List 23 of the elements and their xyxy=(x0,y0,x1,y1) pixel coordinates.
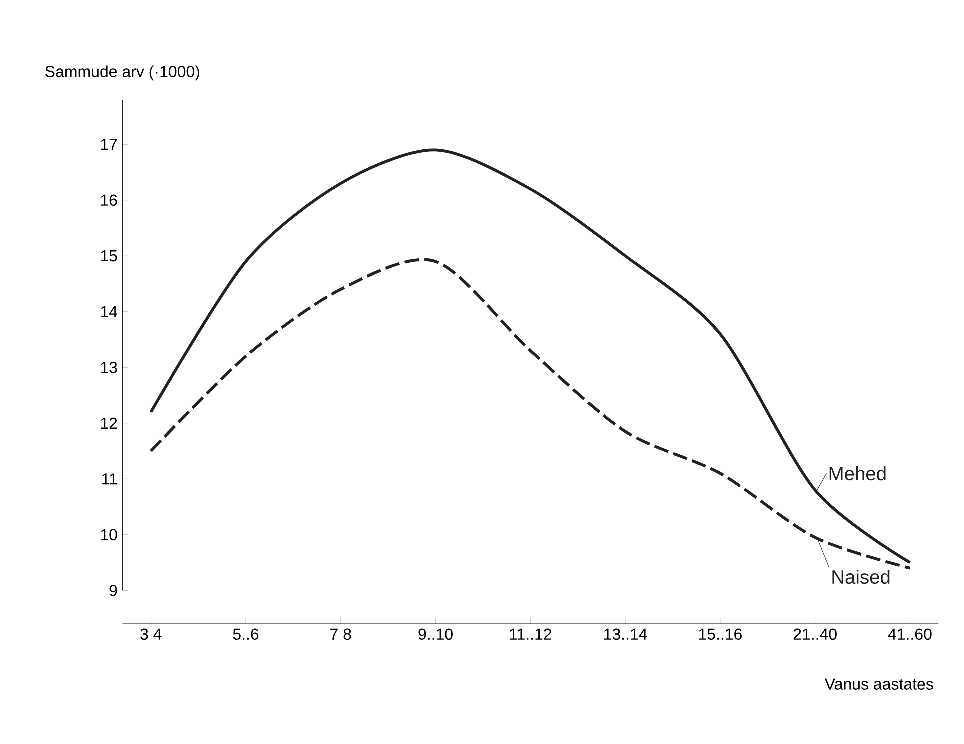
y-tick-label: 16 xyxy=(101,194,118,206)
x-tick-label: 15..16 xyxy=(699,628,742,640)
x-tick-label: 21..40 xyxy=(794,628,837,640)
x-tick-label: 5..6 xyxy=(233,628,259,640)
x-tick-label: 11..12 xyxy=(510,628,552,640)
x-tick-label: 7 8 xyxy=(330,628,352,640)
x-tick-label: 41..60 xyxy=(888,628,932,640)
y-tick-label: 10 xyxy=(101,529,118,541)
x-tick-label: 3 4 xyxy=(140,628,162,640)
y-tick-label: 14 xyxy=(101,306,118,318)
y-tick-label: 12 xyxy=(101,418,118,429)
legend-label: Mehed xyxy=(830,466,886,481)
x-axis-title: Vanus aastates xyxy=(824,678,934,690)
y-axis-title: Sammude arv (·1000) xyxy=(46,66,200,81)
y-tick-label: 11 xyxy=(102,474,118,485)
y-tick-label: 9 xyxy=(110,585,118,596)
x-tick-label: 9..10 xyxy=(418,628,453,640)
y-tick-label: 15 xyxy=(101,250,118,262)
y-tick-label: 13 xyxy=(101,362,118,374)
series-label: Naised xyxy=(832,570,890,584)
line-series xyxy=(150,148,912,564)
y-tick-label: 17 xyxy=(101,139,118,150)
x-tick-label: 13..14 xyxy=(604,628,648,640)
